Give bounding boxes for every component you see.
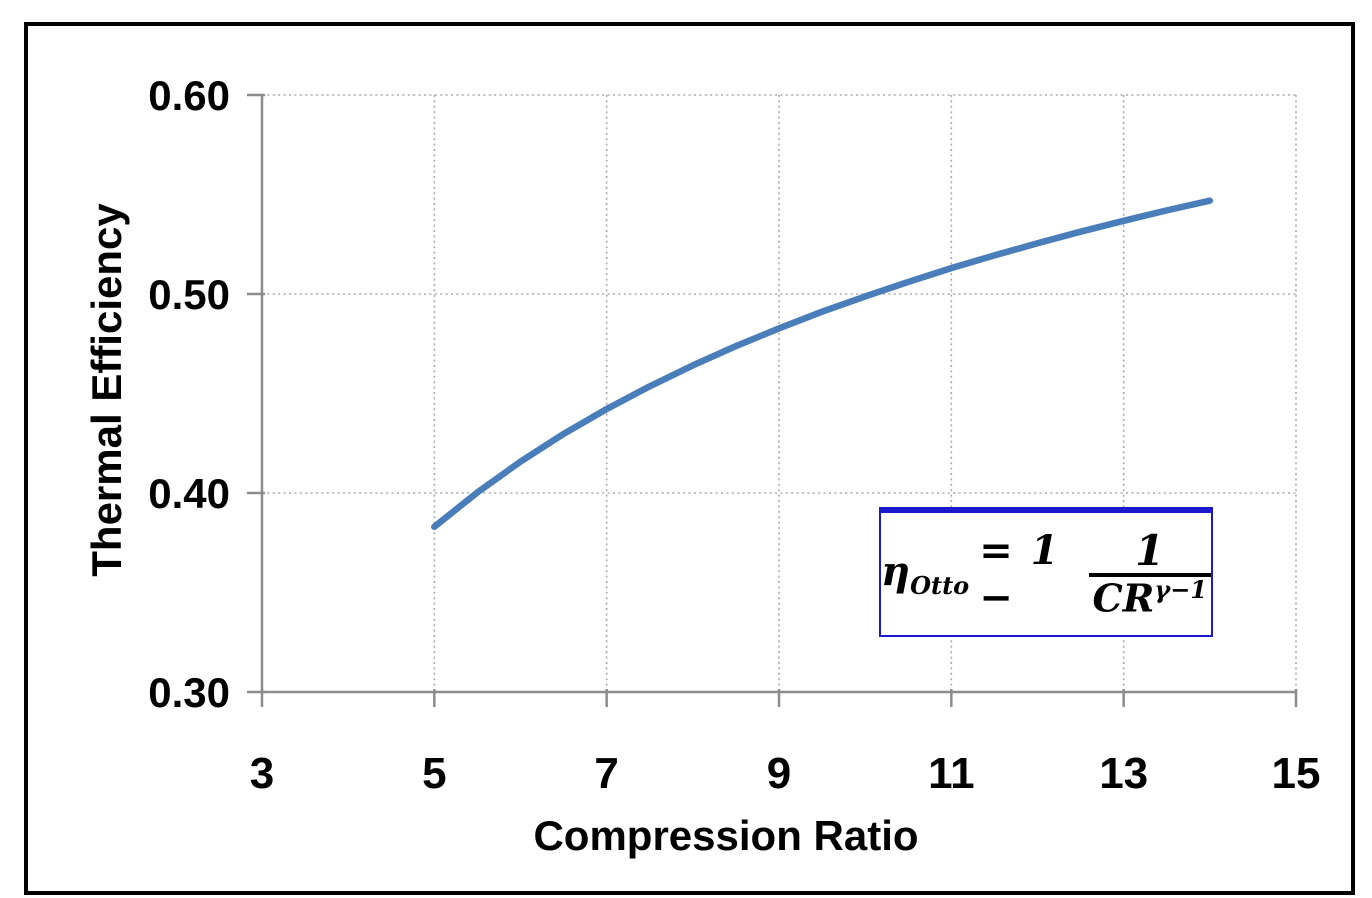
y-tick-label: 0.60 <box>148 72 230 119</box>
formula-lhs: ηOtto <box>881 548 969 600</box>
x-tick-label: 11 <box>928 749 975 798</box>
formula-fraction: 1 CRγ−1 <box>1088 526 1211 621</box>
y-tick-label: 0.40 <box>148 470 230 517</box>
x-tick-label: 5 <box>422 749 446 798</box>
outer-border <box>24 22 1355 895</box>
y-axis-title: Thermal Efficiency <box>83 203 130 577</box>
formula-eta-symbol: η <box>881 548 911 595</box>
formula-eta-subscript: Otto <box>910 571 970 600</box>
x-tick-label: 3 <box>250 749 274 798</box>
x-tick-label: 7 <box>594 749 618 798</box>
x-tick-label: 15 <box>1272 749 1321 798</box>
formula-numerator: 1 <box>1135 526 1165 576</box>
y-tick-label: 0.50 <box>148 271 230 318</box>
formula-denominator-base: CR <box>1092 575 1155 621</box>
x-tick-label: 9 <box>767 749 791 798</box>
formula-annotation: ηOtto = 1 − 1 CRγ−1 <box>879 507 1213 637</box>
formula-denominator-exponent: γ−1 <box>1154 575 1207 605</box>
x-tick-label: 13 <box>1099 749 1148 798</box>
efficiency-curve <box>431 197 1214 531</box>
y-tick-label: 0.30 <box>148 669 230 716</box>
formula-denominator: CRγ−1 <box>1088 573 1211 621</box>
x-axis-title: Compression Ratio <box>533 812 919 859</box>
formula-equals: = 1 − <box>979 527 1061 621</box>
